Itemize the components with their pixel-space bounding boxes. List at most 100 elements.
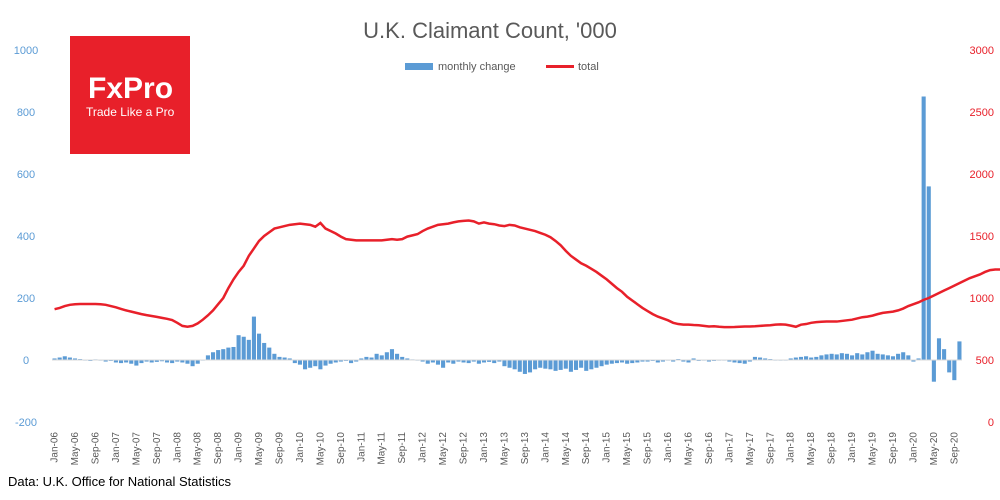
x-tick-label: Jan-08 — [172, 432, 183, 463]
y-left-tick-label: 0 — [23, 355, 29, 367]
x-tick-label: May-17 — [745, 432, 756, 466]
monthly-change-bar — [681, 360, 686, 362]
x-tick-label: Jan-09 — [234, 432, 245, 463]
monthly-change-bar — [359, 358, 364, 360]
monthly-change-bar — [170, 360, 175, 364]
monthly-change-bar — [328, 360, 333, 364]
monthly-change-bar — [180, 360, 185, 363]
monthly-change-bar — [210, 352, 216, 360]
monthly-change-bar — [272, 353, 277, 360]
monthly-change-bar — [441, 360, 446, 368]
monthly-change-bar — [865, 352, 870, 360]
monthly-change-bar — [911, 360, 916, 362]
x-tick-label: Sep-09 — [275, 432, 286, 465]
x-axis: Jan-06 May-06 Sep-06 Jan-07 May-07 Sep-07 Jan-… — [50, 432, 961, 466]
monthly-change-bar — [384, 352, 389, 360]
x-tick-label: Sep-20 — [949, 432, 960, 465]
x-tick-label: May-10 — [315, 432, 326, 466]
monthly-change-bar — [287, 358, 292, 360]
y-right-tick-label: 500 — [976, 355, 994, 367]
monthly-change-bar — [824, 354, 829, 360]
x-tick-label: Jan-16 — [663, 432, 674, 463]
monthly-change-bar — [890, 356, 896, 360]
monthly-change-bar — [297, 360, 302, 365]
monthly-change-bar — [568, 360, 573, 372]
x-tick-label: Sep-16 — [704, 432, 715, 465]
monthly-change-bar — [538, 360, 543, 368]
monthly-change-bar — [844, 353, 850, 360]
monthly-change-bar — [763, 358, 768, 360]
monthly-change-bar — [149, 360, 154, 363]
monthly-change-bar — [461, 360, 466, 363]
monthly-change-bar — [553, 360, 558, 371]
monthly-change-bar — [691, 358, 696, 360]
monthly-change-bar — [742, 360, 747, 364]
x-tick-label: Sep-11 — [397, 432, 408, 464]
x-tick-label: Jan-20 — [908, 432, 919, 463]
monthly-change-bar — [543, 360, 548, 369]
monthly-change-bar — [430, 360, 435, 363]
monthly-change-bar — [645, 360, 650, 362]
monthly-change-bar — [706, 360, 711, 362]
monthly-change-bar — [313, 360, 318, 367]
fxpro-logo: FxPro Trade Like a Pro — [70, 36, 190, 154]
x-tick-label: May-18 — [806, 432, 817, 466]
monthly-change-bar — [809, 357, 814, 360]
y-left-tick-label: -200 — [15, 417, 37, 429]
y-right-tick-label: 0 — [988, 417, 994, 429]
monthly-change-bar — [487, 360, 492, 362]
monthly-change-bar — [921, 96, 926, 360]
x-tick-label: Jan-19 — [847, 432, 858, 463]
monthly-change-bar — [906, 355, 911, 360]
monthly-change-bar — [839, 353, 844, 360]
monthly-change-bar — [236, 335, 241, 360]
monthly-change-bar — [896, 353, 901, 360]
monthly-change-bar — [113, 360, 118, 363]
monthly-change-bar — [758, 357, 763, 360]
monthly-change-bar — [185, 360, 190, 364]
monthly-change-bar — [947, 360, 952, 373]
monthly-change-bar — [507, 360, 512, 368]
monthly-change-bar — [635, 360, 640, 363]
x-tick-label: Sep-19 — [888, 432, 899, 465]
x-tick-label: Sep-14 — [581, 432, 592, 465]
monthly-change-bar — [936, 338, 942, 360]
monthly-change-bar — [814, 356, 819, 360]
monthly-change-bar — [660, 360, 665, 362]
monthly-change-bar — [466, 360, 471, 364]
monthly-change-bar — [558, 360, 563, 370]
monthly-change-bar — [834, 354, 839, 360]
legend-line-label: total — [578, 61, 599, 73]
monthly-change-bar — [497, 360, 502, 362]
monthly-change-bar — [579, 360, 584, 368]
y-axis-right: 0 500 1000 1500 2000 2500 3000 — [970, 45, 994, 429]
monthly-change-bar — [451, 360, 456, 364]
monthly-change-bar — [216, 350, 221, 360]
monthly-change-bar — [246, 339, 251, 360]
x-tick-label: Sep-15 — [643, 432, 654, 465]
monthly-change-bar — [292, 360, 297, 364]
x-tick-label: May-07 — [131, 432, 142, 466]
monthly-change-bar — [405, 358, 410, 360]
logo-tagline: Trade Like a Pro — [86, 105, 175, 119]
legend-bar-swatch — [405, 63, 433, 70]
x-tick-label: Sep-07 — [152, 432, 163, 465]
monthly-change-bar — [589, 360, 594, 370]
monthly-change-bar — [144, 360, 149, 362]
monthly-change-bar — [395, 353, 400, 360]
monthly-change-bar — [221, 349, 226, 360]
monthly-change-bar — [420, 360, 425, 362]
x-tick-label: May-14 — [561, 432, 572, 466]
x-tick-label: Sep-18 — [827, 432, 838, 465]
monthly-change-bar — [942, 349, 947, 360]
monthly-change-bar — [57, 357, 62, 360]
monthly-change-bar — [901, 352, 906, 360]
x-tick-label: May-08 — [193, 432, 204, 466]
y-right-tick-label: 1500 — [970, 231, 994, 243]
monthly-change-bar — [67, 357, 72, 360]
x-tick-label: Sep-17 — [765, 432, 776, 465]
monthly-change-bar — [400, 356, 405, 360]
monthly-change-bar — [425, 360, 430, 364]
monthly-change-bar — [952, 360, 957, 381]
monthly-change-bar — [522, 360, 527, 374]
